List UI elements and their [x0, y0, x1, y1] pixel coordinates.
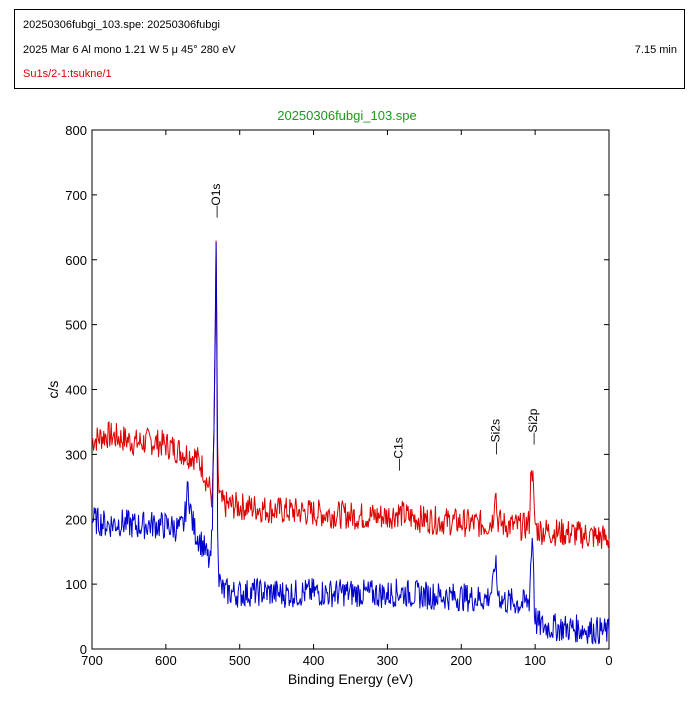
x-tick-label: 0 — [605, 653, 612, 668]
y-tick-label: 100 — [65, 577, 87, 592]
region-info: Su1s/2-1:tsukne/1 — [23, 68, 112, 80]
acquisition-params: 2025 Mar 6 Al mono 1.21 W 5 μ 45° 280 eV — [23, 44, 236, 56]
y-tick-label: 500 — [65, 318, 87, 333]
y-tick-label: 200 — [65, 512, 87, 527]
chart-title: 20250306fubgi_103.spe — [277, 108, 417, 123]
x-axis-label: Binding Energy (eV) — [288, 671, 413, 687]
info-panel: 20250306fubgi_103.spe: 20250306fubgi 202… — [14, 9, 685, 89]
x-tick-label: 700 — [81, 653, 103, 668]
y-tick-label: 300 — [65, 447, 87, 462]
y-axis-label: c/s — [45, 381, 61, 399]
peak-label-o1s: —O1s — [209, 184, 223, 218]
spectrum-trace-1 — [91, 240, 610, 549]
y-tick-label: 0 — [80, 642, 87, 657]
traces — [91, 240, 610, 645]
x-tick-label: 300 — [377, 653, 399, 668]
x-tick-label: 500 — [229, 653, 251, 668]
file-info: 20250306fubgi_103.spe: 20250306fubgi — [23, 19, 220, 31]
y-axis: 0 100 200 300 400 500 600 700 800 — [65, 123, 609, 657]
peak-annotations: —O1s —C1s —Si2s —Si2p — [209, 184, 540, 471]
x-tick-label: 600 — [155, 653, 177, 668]
x-tick-label: 400 — [303, 653, 325, 668]
peak-label-si2s: —Si2s — [488, 419, 502, 454]
peak-label-si2p: —Si2p — [526, 408, 540, 444]
y-tick-label: 800 — [65, 123, 87, 138]
x-axis: 700 600 500 400 300 200 100 0 — [81, 130, 613, 668]
acquisition-duration: 7.15 min — [634, 44, 677, 56]
plot-frame — [91, 129, 610, 650]
x-tick-label: 200 — [450, 653, 472, 668]
y-tick-label: 600 — [65, 253, 87, 268]
y-tick-label: 700 — [65, 188, 87, 203]
peak-label-c1s: —C1s — [392, 437, 406, 470]
spectrum-trace-2 — [91, 242, 610, 645]
x-tick-label: 100 — [524, 653, 546, 668]
y-tick-label: 400 — [65, 383, 87, 398]
